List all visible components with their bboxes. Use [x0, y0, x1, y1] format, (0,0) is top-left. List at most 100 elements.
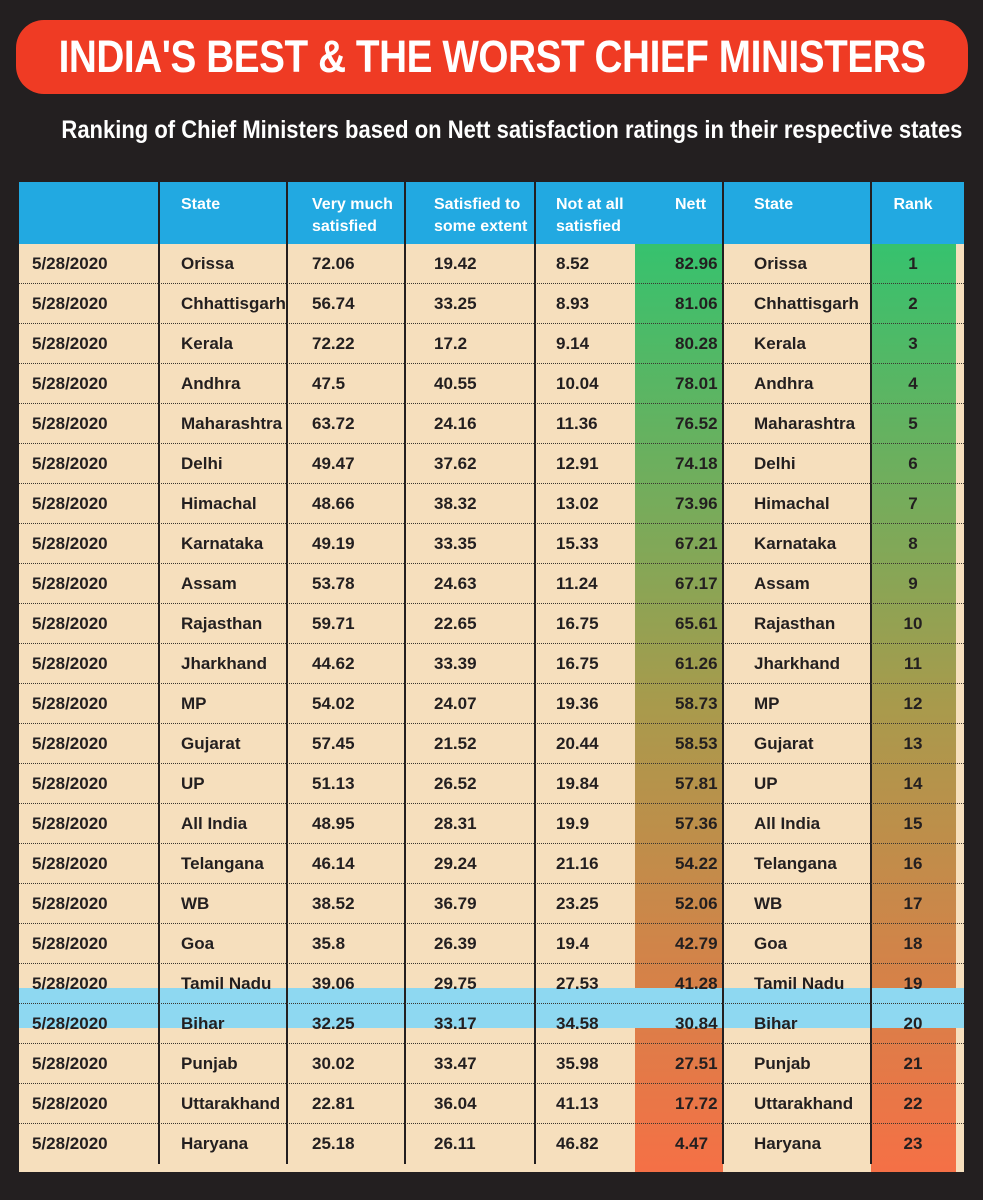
- cell-state-repeat: Andhra: [754, 374, 814, 393]
- cell-state: Karnataka: [181, 534, 264, 553]
- cell-state: Bihar: [181, 1014, 225, 1033]
- cell-very-much-satisfied: 47.5: [312, 374, 346, 393]
- cell-nett: 58.53: [675, 734, 718, 753]
- cell-not-at-all-satisfied: 21.16: [556, 854, 599, 873]
- cell-not-at-all-satisfied: 27.53: [556, 974, 599, 993]
- table-row: 5/28/2020 Tamil Nadu 39.06 29.75 27.53 41.28 T…: [19, 964, 964, 1004]
- table-row: 5/28/2020 Maharashtra 63.72 24.16 11.36 76.52…: [19, 404, 964, 444]
- row-divider: [19, 483, 964, 484]
- table-row: 5/28/2020 Chhattisgarh 56.74 33.25 8.93 81.06…: [19, 284, 964, 324]
- table-row: 5/28/2020 Karnataka 49.19 33.35 15.33 67.21 Ka…: [19, 524, 964, 564]
- cell-date: 5/28/2020: [32, 1054, 108, 1073]
- cell-state: Punjab: [181, 1054, 238, 1073]
- cell-nett: 42.79: [675, 934, 718, 953]
- cell-satisfied-some-extent: 29.24: [434, 854, 477, 873]
- cell-state: Kerala: [181, 334, 233, 353]
- cell-rank: 6: [908, 454, 918, 473]
- cell-state-repeat: Punjab: [754, 1054, 811, 1073]
- cell-rank: 3: [908, 334, 918, 353]
- cell-date: 5/28/2020: [32, 774, 108, 793]
- row-divider: [19, 323, 964, 324]
- table-row: 5/28/2020 Uttarakhand 22.81 36.04 41.13 17.72…: [19, 1084, 964, 1124]
- cell-satisfied-some-extent: 26.11: [434, 1134, 476, 1153]
- cell-state-repeat: Haryana: [754, 1134, 822, 1153]
- row-divider: [19, 283, 964, 284]
- cell-state: WB: [181, 894, 210, 913]
- row-divider: [19, 883, 964, 884]
- row-divider: [19, 803, 964, 804]
- cell-state: Maharashtra: [181, 414, 283, 433]
- cell-satisfied-some-extent: 38.32: [434, 494, 477, 513]
- cell-rank: 14: [903, 774, 923, 793]
- cell-nett: 61.26: [675, 654, 718, 673]
- table-row: 5/28/2020 Andhra 47.5 40.55 10.04 78.01 Andhra…: [19, 364, 964, 404]
- table-header: State Very much satisfied Satisfied to som…: [19, 182, 964, 244]
- cell-rank: 9: [908, 574, 918, 593]
- cell-very-much-satisfied: 48.66: [312, 494, 355, 513]
- cell-satisfied-some-extent: 26.52: [434, 774, 477, 793]
- cell-state-repeat: Karnataka: [754, 534, 837, 553]
- cell-nett: 4.47: [675, 1134, 709, 1153]
- cell-not-at-all-satisfied: 12.91: [556, 454, 599, 473]
- table-row: 5/28/2020 Delhi 49.47 37.62 12.91 74.18 Delhi 6: [19, 444, 964, 484]
- cell-rank: 13: [903, 734, 923, 753]
- cell-not-at-all-satisfied: 11.24: [556, 574, 598, 593]
- cell-not-at-all-satisfied: 16.75: [556, 614, 599, 633]
- column-separator: [158, 182, 160, 1164]
- cell-rank: 16: [903, 854, 923, 873]
- cell-nett: 57.81: [675, 774, 718, 793]
- header-state: State: [181, 196, 221, 213]
- cell-not-at-all-satisfied: 13.02: [556, 494, 599, 513]
- cell-very-much-satisfied: 46.14: [312, 854, 355, 873]
- cell-rank: 1: [908, 254, 918, 273]
- cell-satisfied-some-extent: 19.42: [434, 254, 477, 273]
- row-divider: [19, 563, 964, 564]
- cell-not-at-all-satisfied: 8.52: [556, 254, 590, 273]
- cell-date: 5/28/2020: [32, 294, 108, 313]
- cell-state-repeat: Uttarakhand: [754, 1094, 854, 1113]
- row-divider: [19, 1083, 964, 1084]
- table-row: 5/28/2020 Haryana 25.18 26.11 46.82 4.47 Harya…: [19, 1124, 964, 1164]
- cell-very-much-satisfied: 25.18: [312, 1134, 355, 1153]
- cell-not-at-all-satisfied: 11.36: [556, 414, 598, 433]
- cell-very-much-satisfied: 22.81: [312, 1094, 355, 1113]
- cell-state-repeat: All India: [754, 814, 821, 833]
- cell-very-much-satisfied: 49.19: [312, 534, 355, 553]
- row-divider: [19, 763, 964, 764]
- cell-state-repeat: Goa: [754, 934, 788, 953]
- cell-very-much-satisfied: 53.78: [312, 574, 355, 593]
- cell-rank: 18: [903, 934, 923, 953]
- table-row: 5/28/2020 Assam 53.78 24.63 11.24 67.17 Assam 9: [19, 564, 964, 604]
- cell-not-at-all-satisfied: 8.93: [556, 294, 590, 313]
- cell-state: Assam: [181, 574, 237, 593]
- table-row: 5/28/2020 Rajasthan 59.71 22.65 16.75 65.61 Ra…: [19, 604, 964, 644]
- cell-not-at-all-satisfied: 19.84: [556, 774, 599, 793]
- cell-very-much-satisfied: 48.95: [312, 814, 355, 833]
- cell-satisfied-some-extent: 21.52: [434, 734, 477, 753]
- cell-state: Uttarakhand: [181, 1094, 281, 1113]
- cell-state-repeat: Maharashtra: [754, 414, 856, 433]
- cell-very-much-satisfied: 72.06: [312, 254, 355, 273]
- cell-date: 5/28/2020: [32, 814, 108, 833]
- row-divider: [19, 603, 964, 604]
- cell-nett: 78.01: [675, 374, 718, 393]
- cell-very-much-satisfied: 35.8: [312, 934, 346, 953]
- subtitle-text: Ranking of Chief Ministers based on Nett…: [61, 116, 963, 144]
- cell-not-at-all-satisfied: 19.4: [556, 934, 590, 953]
- cell-state: All India: [181, 814, 248, 833]
- cell-date: 5/28/2020: [32, 1094, 108, 1113]
- cell-rank: 20: [903, 1014, 923, 1033]
- cell-satisfied-some-extent: 28.31: [434, 814, 477, 833]
- cell-very-much-satisfied: 72.22: [312, 334, 355, 353]
- cell-rank: 15: [903, 814, 923, 833]
- cell-date: 5/28/2020: [32, 254, 108, 273]
- cell-rank: 8: [908, 534, 918, 553]
- cell-date: 5/28/2020: [32, 1014, 108, 1033]
- cell-satisfied-some-extent: 24.07: [434, 694, 477, 713]
- cell-nett: 27.51: [675, 1054, 718, 1073]
- cell-date: 5/28/2020: [32, 574, 108, 593]
- cell-very-much-satisfied: 39.06: [312, 974, 355, 993]
- table-row: 5/28/2020 Kerala 72.22 17.2 9.14 80.28 Kerala 3: [19, 324, 964, 364]
- cell-state: Chhattisgarh: [181, 294, 286, 313]
- row-divider: [19, 843, 964, 844]
